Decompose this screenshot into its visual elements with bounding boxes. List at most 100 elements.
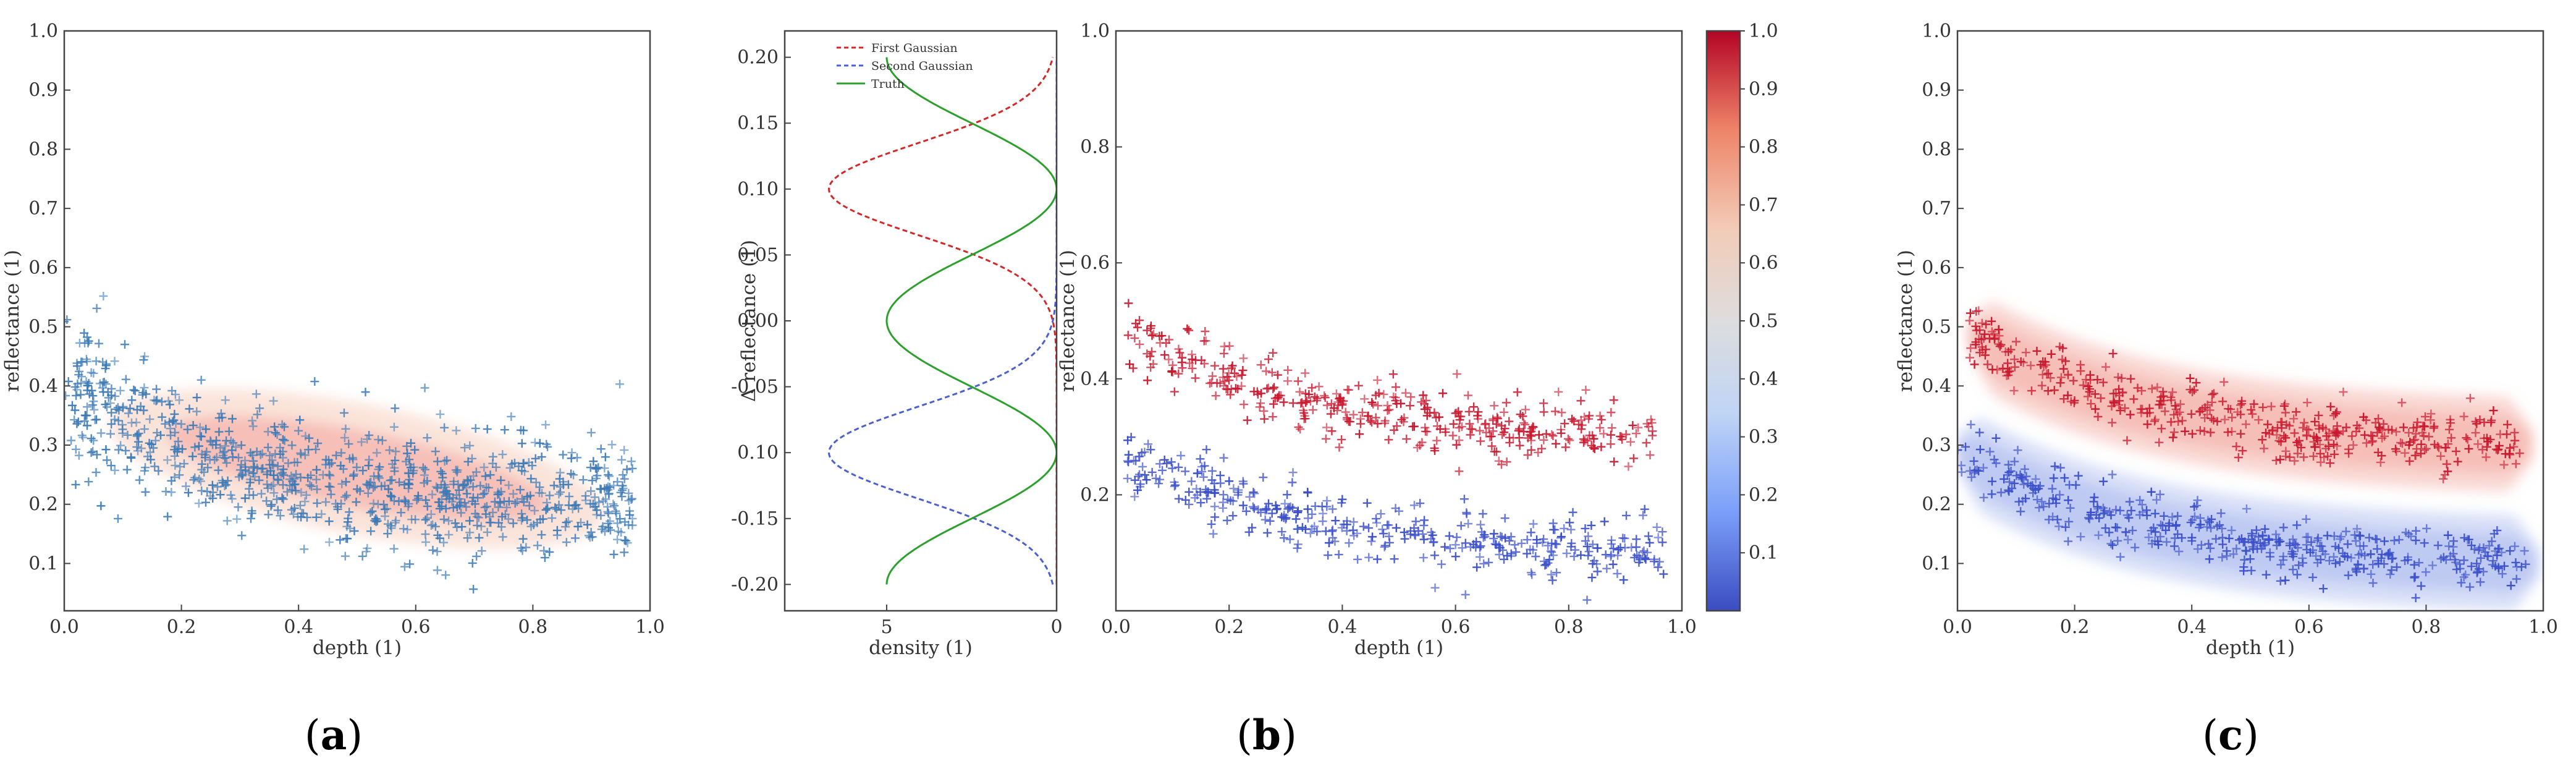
panel-b-scatter-ytick-label: 0.4 — [1080, 368, 1110, 390]
cluster-point — [1223, 516, 1232, 525]
cluster-point — [2213, 417, 2222, 426]
cluster-point — [2108, 540, 2117, 550]
cluster-point — [1337, 498, 1346, 508]
scatter-point — [340, 433, 349, 443]
scatter-point — [444, 530, 454, 539]
panel-b-scatter-xtick-label: 0.6 — [1441, 616, 1471, 638]
scatter-point — [526, 474, 536, 483]
cluster-point — [2116, 506, 2125, 515]
scatter-point — [170, 473, 179, 482]
scatter-point — [282, 487, 292, 496]
cluster-point — [2258, 530, 2267, 540]
cluster-point — [1207, 466, 1217, 475]
scatter-point — [228, 453, 237, 462]
cluster-point — [2155, 490, 2164, 499]
scatter-point — [292, 470, 301, 479]
cluster-point — [1527, 445, 1536, 454]
cluster-point — [2037, 497, 2046, 506]
cluster-point — [2188, 429, 2197, 438]
scatter-point — [604, 523, 614, 532]
cluster-point — [2451, 558, 2460, 567]
scatter-point — [598, 522, 607, 531]
scatter-point — [280, 436, 289, 445]
cluster-point — [1321, 527, 1330, 536]
cluster-point — [1505, 536, 1514, 545]
scatter-point — [437, 495, 446, 504]
cluster-point — [1608, 559, 1618, 569]
cluster-point — [1286, 502, 1295, 511]
cluster-point — [1154, 479, 1163, 488]
scatter-point — [106, 399, 115, 408]
cluster-point — [2019, 358, 2028, 367]
scatter-point — [475, 533, 484, 542]
cluster-point — [1548, 431, 1558, 440]
cluster-point — [2389, 536, 2399, 545]
scatter-point — [387, 492, 396, 501]
cluster-point — [2515, 449, 2524, 458]
cluster-point — [1972, 326, 1981, 335]
cluster-point — [2105, 507, 2114, 516]
cluster-point — [2331, 542, 2340, 551]
scatter-point — [559, 450, 568, 459]
cluster-point — [1343, 413, 1352, 422]
cluster-point — [2248, 409, 2257, 419]
cluster-point — [1345, 538, 1354, 548]
scatter-point — [247, 509, 256, 518]
cluster-point — [2476, 553, 2485, 563]
scatter-point — [457, 508, 466, 517]
scatter-point — [433, 457, 442, 466]
cluster-point — [2248, 542, 2257, 551]
cluster-point — [1237, 370, 1246, 380]
scatter-point — [370, 482, 379, 491]
cluster-point — [1601, 550, 1610, 559]
cluster-point — [2209, 415, 2218, 425]
cluster-point — [2349, 440, 2358, 449]
cluster-point — [2308, 572, 2317, 582]
cluster-point — [1607, 430, 1616, 440]
scatter-point — [545, 491, 554, 500]
cluster-point — [1469, 402, 1479, 412]
cluster-point — [2058, 344, 2067, 353]
cluster-point — [1311, 501, 1320, 511]
scatter-point — [127, 418, 137, 427]
scatter-point — [150, 396, 159, 405]
cluster-point — [1980, 330, 1989, 339]
scatter-point — [594, 498, 604, 507]
cluster-point — [1288, 468, 1298, 477]
scatter-point — [305, 480, 315, 490]
scatter-point — [77, 357, 86, 367]
cluster-point — [1358, 408, 1367, 417]
cluster-point — [1174, 369, 1183, 378]
cluster-point — [2064, 517, 2074, 526]
cluster-point — [1303, 514, 1312, 523]
scatter-point — [175, 396, 184, 405]
scatter-point — [96, 501, 106, 511]
cluster-point — [2260, 524, 2270, 534]
cluster-point — [2491, 561, 2500, 571]
cluster-point — [1518, 412, 1527, 421]
cluster-point — [2354, 550, 2363, 559]
cluster-point — [2312, 551, 2321, 561]
cluster-point — [1485, 432, 1495, 441]
panel-c-xtick-label: 0.6 — [2294, 616, 2324, 638]
cluster-point — [1188, 364, 1197, 373]
cluster-point — [2453, 457, 2462, 466]
scatter-point — [339, 408, 348, 417]
panel-a-ytick-label: 0.4 — [28, 375, 58, 397]
cluster-point — [1566, 525, 1576, 534]
cluster-point — [1257, 389, 1266, 398]
cluster-point — [1405, 401, 1414, 410]
cluster-point — [1621, 430, 1631, 439]
cluster-point — [1463, 391, 1472, 400]
cluster-point — [1264, 383, 1273, 393]
cluster-point — [2335, 534, 2344, 543]
cluster-point — [1556, 532, 1566, 542]
cluster-point — [1174, 462, 1183, 472]
scatter-point — [613, 519, 622, 528]
scatter-point — [433, 547, 442, 556]
cluster-point — [1506, 532, 1516, 542]
cluster-point — [2245, 555, 2255, 564]
cluster-point — [2499, 460, 2509, 469]
cluster-point — [2290, 456, 2299, 466]
scatter-point — [537, 530, 546, 540]
